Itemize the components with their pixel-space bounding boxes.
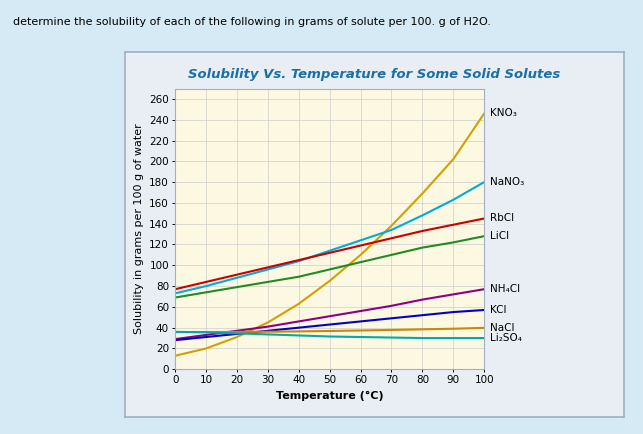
Text: RbCl: RbCl [490,214,514,224]
Y-axis label: Solubility in grams per 100 g of water: Solubility in grams per 100 g of water [134,124,143,334]
Text: KNO₃: KNO₃ [490,108,516,118]
Text: NaNO₃: NaNO₃ [490,177,524,187]
Text: NH₄Cl: NH₄Cl [490,284,520,294]
Text: Solubility Vs. Temperature for Some Solid Solutes: Solubility Vs. Temperature for Some Soli… [188,69,561,82]
Text: determine the solubility of each of the following in grams of solute per 100. g : determine the solubility of each of the … [13,17,491,27]
Text: NaCl: NaCl [490,322,514,332]
Text: Li₂SO₄: Li₂SO₄ [490,333,521,343]
Text: KCl: KCl [490,305,506,315]
X-axis label: Temperature (°C): Temperature (°C) [276,391,383,401]
Text: LiCl: LiCl [490,231,509,241]
